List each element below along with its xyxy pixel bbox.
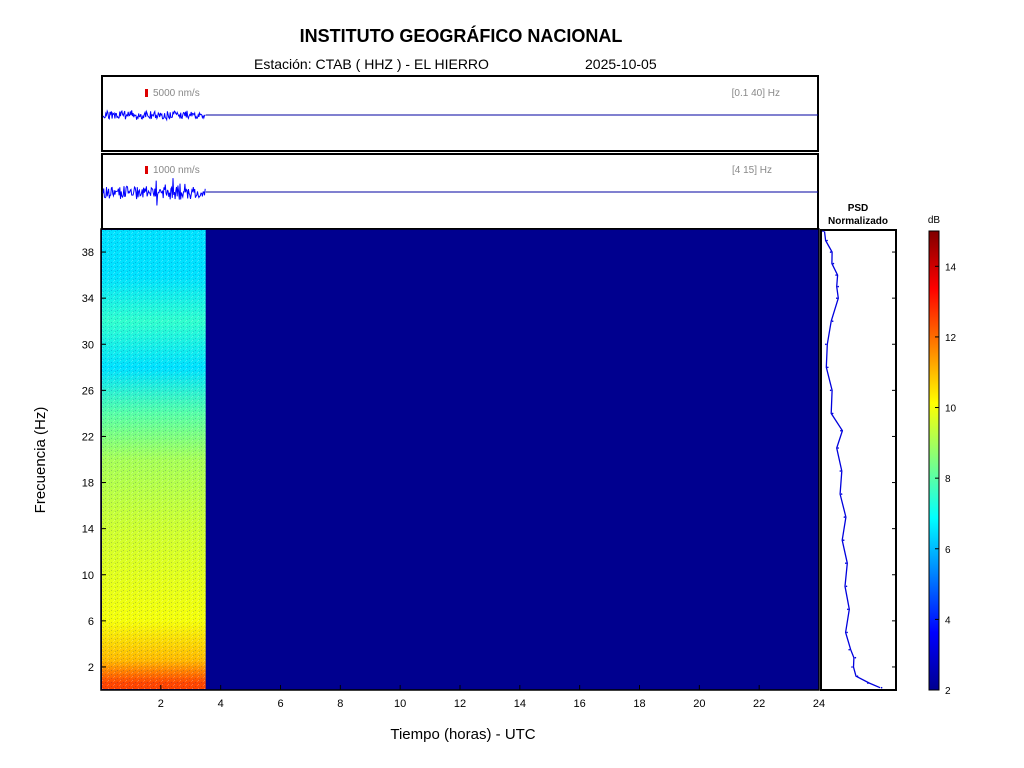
seismogram-trace-1 (102, 109, 206, 122)
y-tick-label: 34 (82, 293, 94, 305)
psd-point (832, 262, 835, 265)
filter-label-1: [0.1 40] Hz (732, 88, 780, 99)
psd-point (829, 251, 832, 253)
x-tick-label: 14 (514, 698, 526, 710)
colorbar-gradient (928, 230, 940, 691)
filter-label-2: [4 15] Hz (732, 165, 772, 176)
psd-point (854, 656, 857, 659)
y-tick-label: 22 (82, 431, 94, 443)
psd-point (846, 631, 848, 634)
psd-point (840, 493, 843, 495)
psd-point (848, 648, 850, 651)
colorbar-tick-label: 12 (945, 333, 957, 344)
psd-point (851, 666, 853, 668)
seismogram-trace-2 (102, 178, 206, 206)
x-tick-label: 2 (158, 698, 164, 710)
date-label: 2025-10-05 (585, 56, 657, 72)
y-tick-label: 38 (82, 247, 94, 259)
psd-point (835, 274, 837, 276)
psd-point (837, 447, 839, 449)
psd-point (843, 516, 846, 518)
colorbar-tick-label: 8 (945, 474, 951, 485)
colorbar-tick-label: 6 (945, 545, 951, 556)
x-tick-label: 16 (574, 698, 586, 710)
psd-point (826, 239, 828, 242)
y-tick-label: 18 (82, 478, 94, 490)
psd-point (856, 675, 859, 677)
psd-line (823, 231, 881, 689)
y-tick-label: 10 (82, 570, 94, 582)
colorbar-label: dB (928, 215, 941, 226)
y-tick-label: 26 (82, 385, 94, 397)
psd-point (840, 429, 842, 432)
scale-marker-2 (145, 166, 148, 174)
colorbar-ticks: 2 4 6 8 10 12 14 (935, 262, 957, 697)
x-tick-label: 24 (813, 698, 825, 710)
psd-point (880, 686, 883, 689)
colorbar: dB 2 4 6 8 10 12 14 (928, 215, 957, 697)
colorbar-tick-label: 4 (945, 615, 951, 626)
psd-point (847, 608, 849, 611)
x-tick-label: 6 (277, 698, 283, 710)
psd-point (831, 412, 834, 415)
x-tick-label: 12 (454, 698, 466, 710)
x-axis-label: Tiempo (horas) - UTC (390, 726, 535, 743)
psd-point (845, 585, 848, 588)
colorbar-tick-label: 14 (945, 262, 957, 273)
psd-title-line-2: Normalizado (828, 216, 888, 227)
spectrogram-noise-texture (102, 230, 206, 689)
psd-point (836, 297, 838, 300)
psd-title-line-1: PSD (848, 203, 869, 214)
psd-point (831, 320, 834, 323)
psd-point (842, 539, 845, 541)
figure-title: INSTITUTO GEOGRÁFICO NACIONAL (299, 26, 623, 46)
seismogram-panel-1: 5000 nm/s [0.1 40] Hz (101, 75, 819, 152)
psd-point (827, 366, 829, 369)
psd-point (837, 285, 839, 288)
psd-point (845, 562, 847, 564)
colorbar-tick-label: 2 (945, 686, 951, 697)
psd-point (867, 682, 869, 684)
y-axis-label: Frecuencia (Hz) (32, 407, 49, 514)
x-tick-label: 10 (394, 698, 406, 710)
scale-label-2: 1000 nm/s (153, 165, 200, 176)
x-tick-label: 4 (218, 698, 224, 710)
psd-point (825, 343, 827, 346)
psd-point (822, 230, 824, 233)
colorbar-tick-label: 10 (945, 404, 957, 415)
y-tick-label: 14 (82, 524, 94, 536)
psd-panel: PSD Normalizado (820, 203, 897, 691)
scale-marker-1 (145, 89, 148, 97)
spectrogram-panel: 2 4 6 8 10 12 14 16 18 20 22 24 261014182226303438 … (32, 228, 825, 743)
station-label: Estación: CTAB ( HHZ ) - EL HIERRO (254, 56, 489, 72)
x-tick-label: 22 (753, 698, 765, 710)
spectrogram-no-data-area (101, 229, 819, 690)
scale-label-1: 5000 nm/s (153, 88, 200, 99)
x-tick-label: 8 (337, 698, 343, 710)
x-tick-label: 18 (633, 698, 645, 710)
y-tick-label: 2 (88, 662, 94, 674)
y-tick-label: 6 (88, 616, 94, 628)
seismogram-panel-2: 1000 nm/s [4 15] Hz (101, 153, 819, 230)
psd-point (839, 470, 842, 472)
psd-point (829, 389, 832, 392)
y-tick-label: 30 (82, 339, 94, 351)
x-tick-label: 20 (693, 698, 705, 710)
x-axis: 2 4 6 8 10 12 14 16 18 20 22 24 (158, 685, 825, 710)
psd-frame (820, 229, 897, 691)
